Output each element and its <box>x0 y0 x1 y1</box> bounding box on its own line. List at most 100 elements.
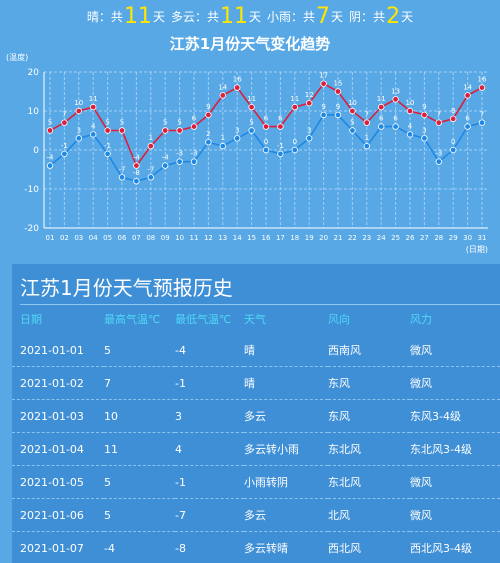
x-tick-label: 01 <box>46 234 55 242</box>
data-point-high <box>46 127 54 134</box>
table-cell: 2021-01-01 <box>12 334 104 367</box>
column-header: 最高气温℃ <box>104 313 161 326</box>
data-label-low: 3 <box>235 126 239 134</box>
data-label-high: 10 <box>74 99 83 107</box>
data-label-high: 7 <box>62 111 66 119</box>
data-point-high <box>104 127 111 134</box>
data-point-low <box>349 127 356 134</box>
data-point-low <box>147 174 154 181</box>
summary-item: 晴：共11天 <box>87 4 165 29</box>
summary-item: 多云：共11天 <box>171 4 261 29</box>
x-tick-label: 30 <box>463 234 472 242</box>
table-cell: 西北风3-4级 <box>410 531 500 563</box>
data-label-high: 6 <box>264 115 269 123</box>
data-point-high <box>421 111 428 119</box>
table-row: 2021-01-07 -4 -8 多云转晴 西北风 西北风3-4级 <box>12 531 500 563</box>
data-point-low <box>464 123 471 130</box>
table-cell: 5 <box>104 498 175 532</box>
data-point-high <box>450 115 457 122</box>
chart-title: 江苏1月份天气变化趋势 <box>170 35 330 53</box>
table-cell: 晴 <box>244 366 328 400</box>
data-point-low <box>219 142 226 150</box>
data-label-low: -3 <box>176 150 183 158</box>
data-point-high <box>248 103 255 111</box>
table-cell: -4 <box>104 531 175 563</box>
data-label-low: -1 <box>104 142 111 150</box>
data-label-high: 5 <box>177 119 181 127</box>
data-point-low <box>233 135 241 142</box>
table-cell: 多云 <box>244 498 328 532</box>
data-point-high <box>349 107 356 115</box>
data-point-high <box>205 111 212 119</box>
data-label-low: 6 <box>393 115 398 123</box>
data-point-low <box>104 150 111 158</box>
data-point-high <box>277 123 284 130</box>
data-point-high <box>435 119 442 126</box>
y-tick-label: 20 <box>28 68 40 78</box>
x-tick-label: 25 <box>391 234 400 242</box>
x-tick-label: 19 <box>305 234 314 242</box>
table-cell: 东风 <box>328 366 410 400</box>
history-table: 日期 最高气温℃ 最低气温℃ 天气 风向 风力 2021-01-01 5 -4 晴西南风 微风 20… <box>12 304 500 563</box>
summary-count: 7 <box>316 4 331 29</box>
table-cell: 西北风 <box>328 531 410 563</box>
table-cell: 2021-01-02 <box>12 366 104 400</box>
data-label-low: 3 <box>77 126 81 134</box>
data-point-high <box>190 123 198 130</box>
data-label-low: -4 <box>162 154 170 162</box>
table-cell: 2021-01-03 <box>12 399 104 433</box>
summary-label: 小雨 <box>267 10 292 24</box>
summary-item: 阴：共2天 <box>349 4 413 29</box>
table-cell: 北风 <box>328 498 410 532</box>
data-point-low <box>176 158 183 165</box>
x-tick-label: 29 <box>449 234 458 242</box>
data-label-high: 13 <box>391 87 400 95</box>
x-tick-label: 11 <box>190 234 199 242</box>
data-label-low: -3 <box>435 150 442 158</box>
data-point-low <box>277 150 284 158</box>
y-tick-label: -10 <box>24 185 39 195</box>
data-point-low <box>75 135 82 142</box>
table-cell: 3 <box>175 399 244 433</box>
summary-count: 11 <box>219 4 248 29</box>
y-tick-label: 10 <box>28 107 40 117</box>
table-cell: 微风 <box>410 366 500 400</box>
data-point-high <box>320 80 327 87</box>
x-tick-label: 16 <box>262 234 271 242</box>
data-point-high <box>219 92 226 99</box>
data-label-low: 0 <box>293 138 297 146</box>
table-cell: 4 <box>175 432 244 466</box>
x-tick-label: 24 <box>377 234 386 242</box>
data-point-high <box>406 107 414 115</box>
summary-count: 11 <box>123 4 152 29</box>
history-divider <box>20 304 500 305</box>
table-row: 2021-01-01 5 -4 晴西南风 微风 <box>12 334 500 367</box>
data-point-low <box>205 138 212 146</box>
x-tick-label: 27 <box>420 234 429 242</box>
data-point-low <box>161 162 169 169</box>
table-cell: 10 <box>104 399 175 433</box>
data-point-high <box>147 142 154 150</box>
data-label-low: -1 <box>277 142 284 150</box>
data-label-low: 2 <box>206 130 210 138</box>
x-tick-label: 03 <box>74 234 83 242</box>
data-label-high: 17 <box>319 72 328 80</box>
data-label-high: 15 <box>334 80 343 88</box>
data-point-high <box>89 103 97 111</box>
data-label-high: 12 <box>305 91 314 99</box>
data-label-high: 1 <box>149 134 153 142</box>
summary-unit: 天 <box>152 10 165 24</box>
data-label-high: 11 <box>89 95 98 103</box>
table-cell: 微风 <box>410 498 500 532</box>
data-label-high: 11 <box>377 95 386 103</box>
table-row: 2021-01-06 5 -7 多云 北风 微风 <box>12 498 500 532</box>
y-tick-label: -20 <box>24 224 39 234</box>
weather-summary: 晴：共11天 多云：共11天 小雨 ：共 7 天 阴：共2天 <box>0 0 500 34</box>
table-cell: 5 <box>104 334 175 367</box>
table-cell: 微风 <box>410 334 500 367</box>
summary-text: ：共 <box>361 10 386 24</box>
x-tick-label: 13 <box>218 234 227 242</box>
data-label-low: 1 <box>221 134 225 142</box>
